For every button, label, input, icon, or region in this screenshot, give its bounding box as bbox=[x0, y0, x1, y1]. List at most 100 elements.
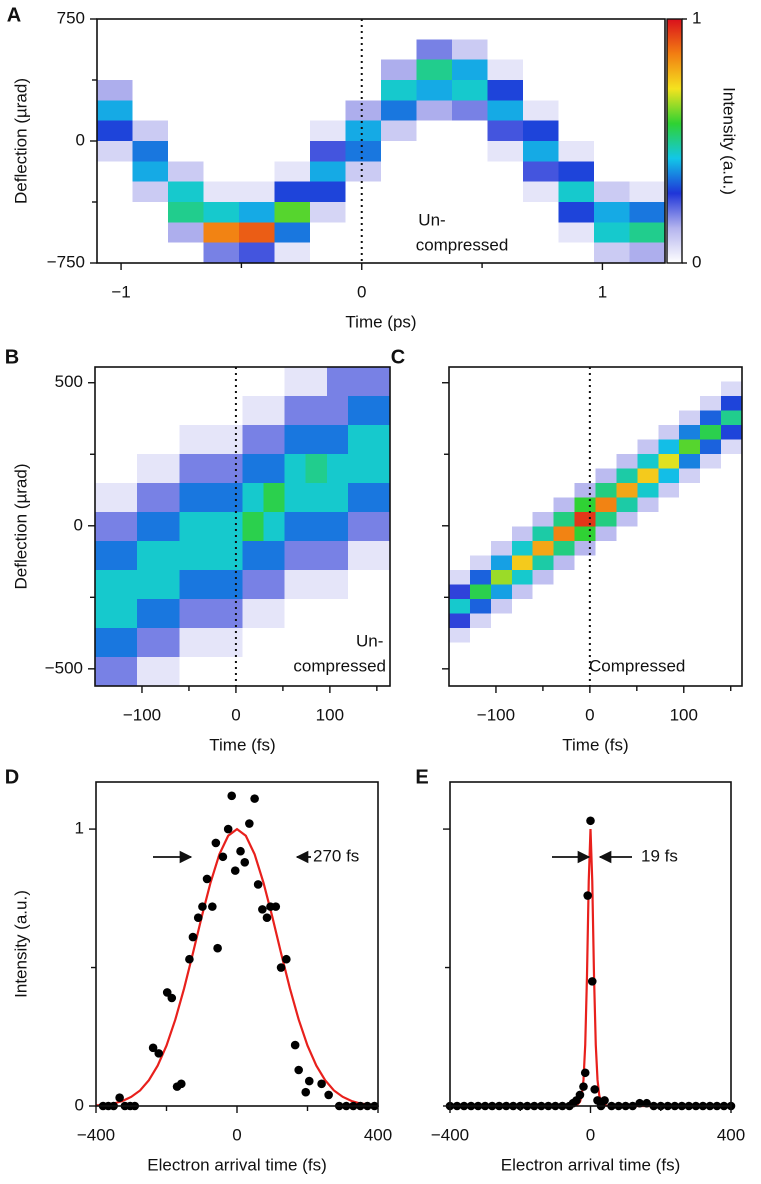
heatmap-cell bbox=[532, 367, 555, 382]
heatmap-cell bbox=[168, 242, 204, 264]
heatmap-cell bbox=[637, 396, 659, 411]
data-point bbox=[208, 902, 217, 911]
heatmap-cell bbox=[721, 657, 743, 672]
heatmap-cell bbox=[616, 367, 638, 382]
heatmap-cell bbox=[381, 141, 417, 162]
heatmap-cell bbox=[490, 570, 513, 585]
colorbar-label: Intensity (a.u.) bbox=[720, 87, 739, 195]
heatmap-cell bbox=[595, 584, 617, 600]
heatmap-cell bbox=[721, 483, 743, 498]
heatmap-cell bbox=[221, 367, 243, 397]
heatmap-cell bbox=[168, 161, 204, 183]
heatmap-cell bbox=[200, 599, 222, 629]
data-point bbox=[301, 1087, 311, 1097]
heatmap-cell bbox=[574, 512, 596, 527]
heatmap-cell bbox=[679, 526, 701, 542]
data-point bbox=[236, 846, 245, 856]
heatmap-cell bbox=[490, 439, 513, 455]
x-tick-label: 0 bbox=[586, 1125, 595, 1144]
heatmap-cell bbox=[203, 202, 240, 223]
heatmap-cell bbox=[158, 541, 180, 571]
heatmap-cell bbox=[594, 202, 630, 223]
heatmap-cell bbox=[97, 202, 133, 223]
heatmap-cell bbox=[487, 100, 524, 122]
heatmap-cell bbox=[700, 584, 722, 600]
heatmap-cell bbox=[469, 555, 492, 571]
heatmap-cell bbox=[416, 202, 453, 223]
heatmap-cell bbox=[658, 526, 680, 542]
heatmap-cell bbox=[595, 628, 617, 643]
data-point bbox=[115, 1093, 124, 1102]
heatmap-cell bbox=[511, 657, 534, 672]
heatmap-cell bbox=[179, 657, 201, 687]
panel: −400 0 400 E Electron arrival time (fs) 19 fs bbox=[415, 766, 745, 1174]
heatmap-cell bbox=[490, 642, 513, 658]
x-tick-label: 400 bbox=[364, 1125, 392, 1144]
heatmap-cell bbox=[616, 439, 638, 455]
heatmap-cell bbox=[523, 120, 559, 142]
heatmap-cell bbox=[469, 628, 492, 643]
heatmap-cell bbox=[511, 613, 534, 629]
heatmap-cell bbox=[700, 671, 722, 687]
x-tick-label: 0 bbox=[231, 705, 240, 724]
heatmap-cell bbox=[490, 628, 513, 643]
heatmap-cell bbox=[721, 468, 743, 484]
x-axis-label: Electron arrival time (fs) bbox=[501, 1155, 680, 1174]
heatmap-cell bbox=[221, 483, 243, 513]
x-tick-label: −1 bbox=[111, 282, 130, 301]
heatmap-cell bbox=[221, 425, 243, 455]
heatmap-cell bbox=[310, 161, 346, 183]
heatmap-cell bbox=[95, 425, 117, 455]
heatmap-cell bbox=[132, 59, 169, 81]
heatmap-cell bbox=[345, 222, 382, 244]
data-point bbox=[304, 1076, 314, 1086]
heatmap-cell bbox=[326, 657, 349, 687]
heatmap-cell bbox=[700, 396, 722, 411]
heatmap-cell bbox=[116, 599, 138, 629]
heatmap-cell bbox=[523, 202, 559, 223]
heatmap-cell bbox=[200, 570, 222, 600]
heatmap-cell bbox=[595, 454, 617, 469]
heatmap-cell bbox=[616, 425, 638, 440]
heatmap-cell bbox=[679, 410, 701, 426]
heatmap-cell bbox=[629, 120, 666, 142]
heatmap-cell bbox=[594, 141, 630, 162]
heatmap-cell bbox=[490, 497, 513, 513]
x-tick-label: 100 bbox=[670, 705, 698, 724]
heatmap-cell bbox=[469, 454, 492, 469]
heatmap-cell bbox=[274, 59, 311, 81]
heatmap-cell bbox=[679, 671, 701, 687]
y-tick-label: −500 bbox=[45, 658, 83, 677]
heatmap-cell bbox=[658, 381, 680, 397]
heatmap-cell bbox=[574, 425, 596, 440]
heatmap-cell bbox=[310, 181, 346, 203]
heatmap-cell bbox=[274, 242, 311, 264]
heatmap-cell bbox=[616, 657, 638, 672]
heatmap-cell bbox=[368, 512, 391, 542]
heatmap-cell bbox=[558, 202, 595, 223]
heatmap-cell bbox=[449, 410, 471, 426]
heatmap-cell bbox=[274, 100, 311, 122]
heatmap-cell bbox=[558, 141, 595, 162]
heatmap-cell bbox=[179, 367, 201, 397]
heatmap-cell bbox=[523, 39, 559, 61]
heatmap-cell bbox=[553, 497, 575, 513]
heatmap-cell bbox=[487, 222, 524, 244]
y-tick-label: 1 bbox=[75, 819, 84, 838]
plot-frame bbox=[94, 366, 391, 687]
heatmap-cell bbox=[574, 468, 596, 484]
heatmap-cell bbox=[511, 541, 534, 556]
heatmap-cell bbox=[263, 599, 286, 629]
heatmap-cell bbox=[347, 454, 370, 484]
heatmap-cell bbox=[203, 120, 240, 142]
x-axis-label: Time (fs) bbox=[209, 735, 275, 754]
heatmap-cell bbox=[595, 468, 617, 484]
heatmap-cell bbox=[487, 141, 524, 162]
data-point bbox=[276, 963, 286, 972]
heatmap-cell bbox=[553, 613, 575, 629]
heatmap-cell bbox=[679, 381, 701, 397]
data-point bbox=[148, 1043, 158, 1053]
heatmap-cell bbox=[679, 570, 701, 585]
heatmap-cell bbox=[263, 628, 286, 658]
